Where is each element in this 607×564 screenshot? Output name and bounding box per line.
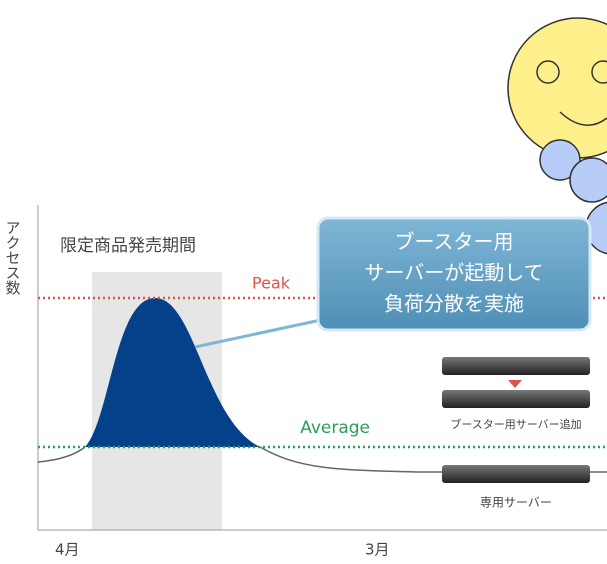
mouth: [559, 111, 607, 126]
load-curve: [37, 446, 607, 473]
callout-line: ブースター用: [395, 230, 514, 254]
server: [442, 390, 590, 408]
x-label: 4月: [55, 541, 80, 559]
callout-line: 負荷分散を実施: [384, 292, 524, 316]
eye: [536, 60, 560, 84]
booster-label: ブースター用サーバー追加: [450, 417, 581, 431]
server: [442, 465, 590, 483]
server: [442, 357, 590, 375]
arrow: [508, 380, 522, 388]
hand: [539, 139, 581, 181]
callout-box: [316, 216, 592, 332]
x-label: 3月: [365, 541, 390, 559]
hand: [569, 157, 607, 203]
period-label: 限定商品発売期間: [60, 236, 196, 256]
y-axis-label: アクセス数: [4, 220, 22, 295]
face: [507, 17, 607, 159]
peak-label: Peak: [252, 274, 291, 293]
dedicated-label: 専用サーバー: [480, 496, 552, 510]
eye: [591, 60, 607, 84]
average-label: Average: [300, 418, 370, 438]
callout-pointer: [194, 316, 331, 349]
callout-line: サーバーが起動して: [364, 261, 543, 285]
peak-area: [85, 298, 260, 447]
